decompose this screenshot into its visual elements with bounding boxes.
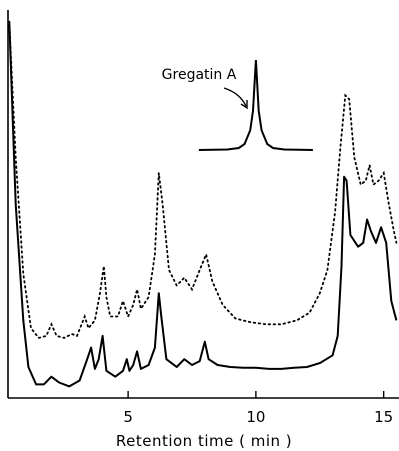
- inset-arrow-line: [223, 87, 247, 107]
- series-solid-trace: [8, 21, 398, 388]
- series-dotted-trace: [8, 20, 398, 339]
- x-tick-label-5: 5: [123, 408, 133, 426]
- x-axis-label: Retention time ( min ): [116, 432, 292, 450]
- gregatin-inset: Gregatin A: [162, 59, 313, 151]
- axes: [7, 10, 399, 399]
- x-ticks: 5 10 15: [123, 391, 393, 426]
- x-tick-label-10: 10: [246, 408, 265, 426]
- x-tick-label-15: 15: [374, 408, 393, 426]
- inset-peak-trace: [198, 59, 313, 151]
- inset-label: Gregatin A: [162, 67, 237, 83]
- series-group: [8, 20, 398, 388]
- inset-arrow-head: [240, 100, 248, 110]
